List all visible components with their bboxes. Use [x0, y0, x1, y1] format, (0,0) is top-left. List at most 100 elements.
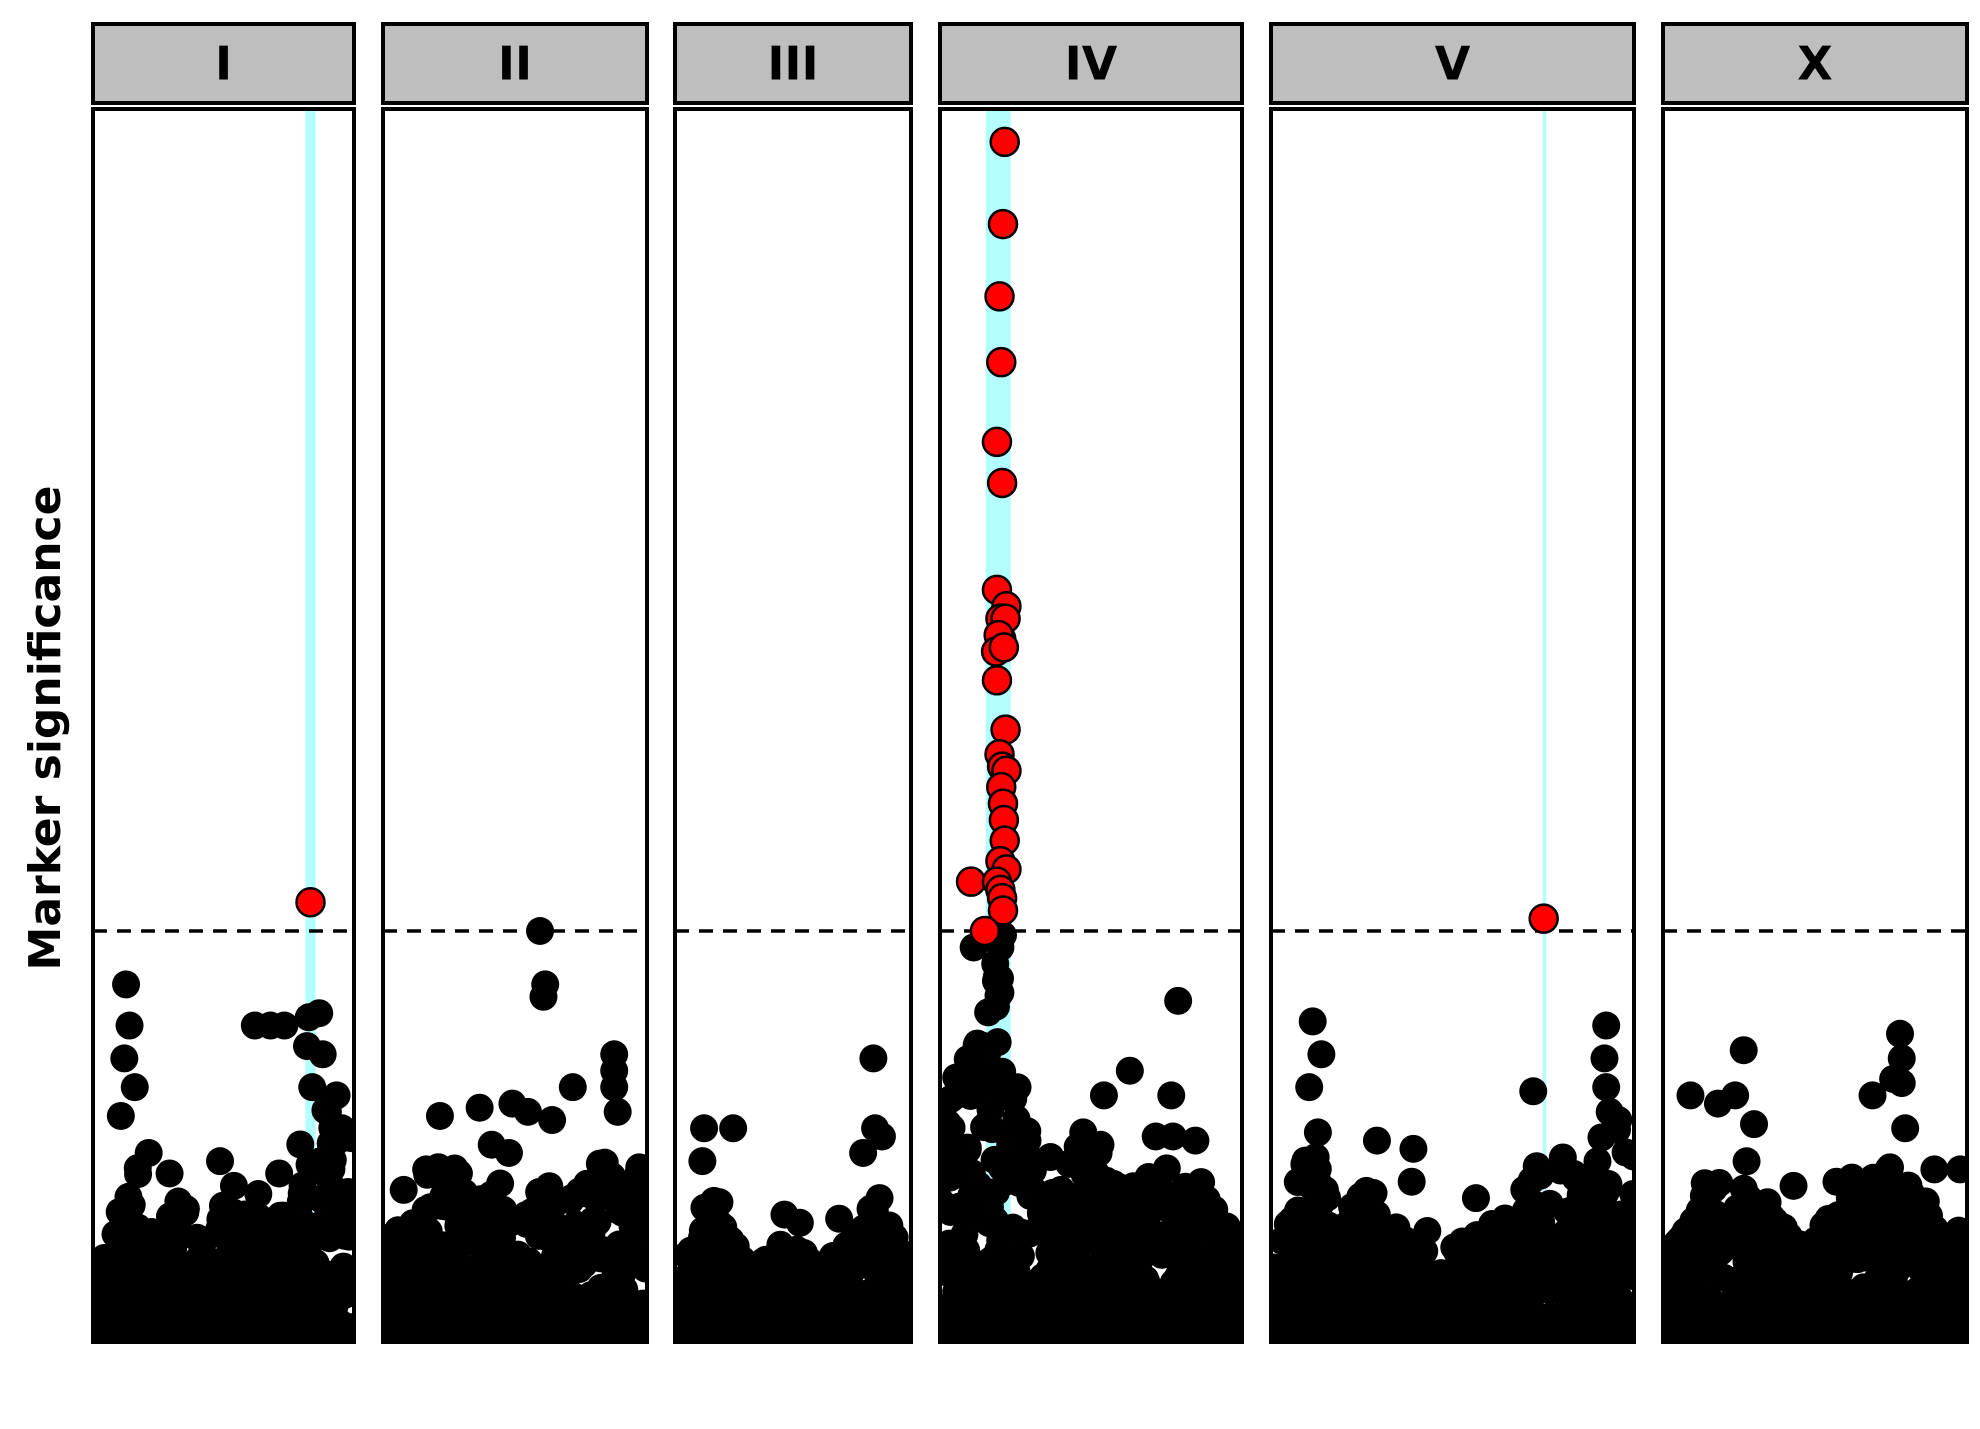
marker-point — [1779, 1171, 1808, 1200]
marker-point — [299, 1270, 328, 1299]
marker-point — [425, 1101, 454, 1130]
panel-border — [381, 107, 649, 1344]
marker-point — [334, 1279, 354, 1308]
marker-point — [776, 1241, 805, 1270]
marker-point — [115, 1011, 144, 1040]
marker-point — [404, 1256, 433, 1285]
marker-point — [1153, 1190, 1182, 1219]
marker-point — [690, 1114, 719, 1143]
marker-point — [942, 1277, 971, 1306]
marker-point — [940, 1112, 963, 1141]
marker-point — [1840, 1280, 1869, 1309]
marker-point — [154, 1243, 183, 1272]
marker-point — [1729, 1174, 1758, 1203]
marker-point — [603, 1097, 632, 1126]
marker-point — [1721, 1081, 1750, 1110]
panel-v: V — [1269, 22, 1636, 1344]
panel-border — [673, 107, 913, 1344]
marker-point — [1294, 1199, 1323, 1228]
significant-marker — [986, 467, 1018, 499]
marker-point — [558, 1073, 587, 1102]
marker-point — [1619, 1142, 1634, 1171]
marker-point — [1886, 1019, 1915, 1048]
marker-point — [1528, 1218, 1557, 1247]
marker-floor — [675, 1313, 911, 1342]
marker-point — [1131, 1277, 1160, 1306]
marker-point — [309, 1208, 338, 1237]
strip-iii — [673, 22, 913, 105]
panel-border — [91, 107, 356, 1344]
marker-point — [177, 1264, 206, 1293]
marker-point — [383, 1288, 405, 1317]
marker-point — [861, 1114, 890, 1143]
panel-ii: II — [381, 22, 649, 1344]
marker-point — [453, 1227, 482, 1256]
marker-point — [1889, 1193, 1918, 1222]
marker-floor — [1271, 1313, 1634, 1342]
marker-point — [982, 1060, 1011, 1089]
marker-point — [1283, 1168, 1312, 1197]
marker-point — [1812, 1275, 1841, 1304]
marker-point — [1590, 1044, 1619, 1073]
marker-point — [235, 1209, 264, 1238]
marker-point — [288, 1171, 317, 1200]
marker-point — [855, 1289, 884, 1318]
marker-point — [849, 1138, 878, 1167]
marker-point — [986, 978, 1015, 1007]
marker-floor — [93, 1313, 354, 1342]
marker-point — [1689, 1181, 1718, 1210]
marker-point — [751, 1245, 780, 1274]
marker-point — [1167, 1222, 1196, 1251]
marker-point — [110, 1044, 139, 1073]
marker-point — [984, 1082, 1013, 1111]
marker-point — [206, 1147, 235, 1176]
marker-point — [270, 1011, 299, 1040]
marker-point — [117, 1191, 146, 1220]
marker-point — [254, 1267, 283, 1296]
significant-marker — [981, 665, 1013, 696]
marker-point — [97, 1262, 126, 1291]
marker-point — [1814, 1232, 1843, 1261]
marker-point — [486, 1169, 515, 1198]
marker-point — [981, 1206, 1010, 1235]
marker-point — [1583, 1147, 1612, 1176]
plot-area — [675, 1044, 911, 1342]
marker-point — [785, 1208, 814, 1237]
marker-point — [1303, 1155, 1332, 1184]
marker-point — [1887, 1069, 1916, 1098]
panel-border — [1661, 107, 1969, 1344]
marker-point — [1858, 1186, 1887, 1215]
marker-point — [705, 1188, 734, 1217]
strip-label: III — [767, 37, 818, 91]
marker-point — [565, 1177, 594, 1206]
marker-point — [409, 1291, 438, 1320]
marker-point — [412, 1155, 441, 1184]
marker-point — [721, 1232, 750, 1261]
plot-area — [940, 109, 1242, 1342]
significant-markers — [1528, 903, 1559, 934]
marker-point — [335, 1222, 354, 1251]
panel-border — [938, 107, 1244, 1344]
marker-point — [1366, 1260, 1395, 1289]
strip-label: I — [215, 37, 232, 91]
marker-point — [1157, 1081, 1186, 1110]
marker-point — [978, 1115, 1007, 1144]
marker-point — [1519, 1077, 1548, 1106]
panel-border — [1269, 107, 1636, 1344]
marker-point — [1388, 1231, 1417, 1260]
marker-point — [799, 1266, 828, 1295]
marker-point — [948, 1077, 977, 1106]
marker-point — [1088, 1233, 1117, 1262]
marker-point — [465, 1093, 494, 1122]
marker-point — [1670, 1257, 1699, 1286]
y-axis-label: Marker significance — [20, 486, 71, 971]
marker-point — [265, 1159, 294, 1188]
plot-area — [1663, 1019, 1967, 1342]
marker-point — [1305, 1233, 1334, 1262]
marker-point — [494, 1138, 523, 1167]
marker-point — [1931, 1261, 1960, 1290]
significant-marker — [981, 426, 1013, 458]
marker-point — [211, 1222, 240, 1251]
marker-point — [859, 1044, 888, 1073]
